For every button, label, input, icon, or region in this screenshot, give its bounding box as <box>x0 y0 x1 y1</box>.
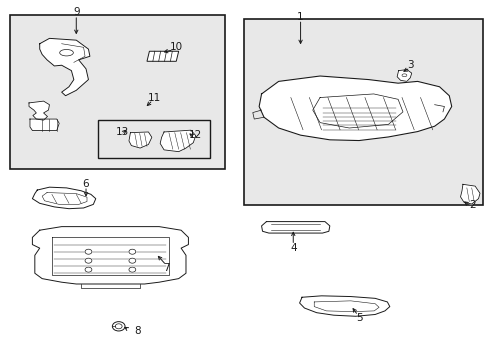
Ellipse shape <box>60 49 73 56</box>
Bar <box>244 19 483 205</box>
Circle shape <box>129 267 136 272</box>
Text: 5: 5 <box>355 313 362 323</box>
Text: 1: 1 <box>297 12 303 22</box>
Text: 13: 13 <box>116 127 129 136</box>
Polygon shape <box>460 184 479 204</box>
Ellipse shape <box>401 74 406 77</box>
Circle shape <box>85 258 92 263</box>
Circle shape <box>85 267 92 272</box>
Circle shape <box>129 249 136 254</box>
Polygon shape <box>396 69 411 81</box>
Text: 6: 6 <box>82 179 89 189</box>
Text: 2: 2 <box>468 200 475 210</box>
Text: 4: 4 <box>289 243 296 253</box>
Circle shape <box>112 321 125 331</box>
Circle shape <box>85 249 92 254</box>
Text: 10: 10 <box>169 42 183 52</box>
Bar <box>10 15 224 169</box>
Polygon shape <box>29 101 49 120</box>
Circle shape <box>129 258 136 263</box>
Polygon shape <box>261 222 329 233</box>
Text: 9: 9 <box>73 7 80 17</box>
Text: 3: 3 <box>406 60 413 70</box>
Polygon shape <box>259 76 451 140</box>
Text: 7: 7 <box>163 263 169 273</box>
Bar <box>98 120 210 158</box>
Circle shape <box>115 324 122 329</box>
Polygon shape <box>40 39 90 96</box>
Text: 12: 12 <box>189 130 202 140</box>
Polygon shape <box>160 130 195 152</box>
Polygon shape <box>32 187 96 209</box>
Polygon shape <box>30 119 59 131</box>
Text: 11: 11 <box>147 93 161 103</box>
Polygon shape <box>299 296 389 316</box>
Text: 8: 8 <box>134 325 140 336</box>
Polygon shape <box>129 132 152 148</box>
Polygon shape <box>147 51 178 61</box>
Polygon shape <box>32 226 188 284</box>
